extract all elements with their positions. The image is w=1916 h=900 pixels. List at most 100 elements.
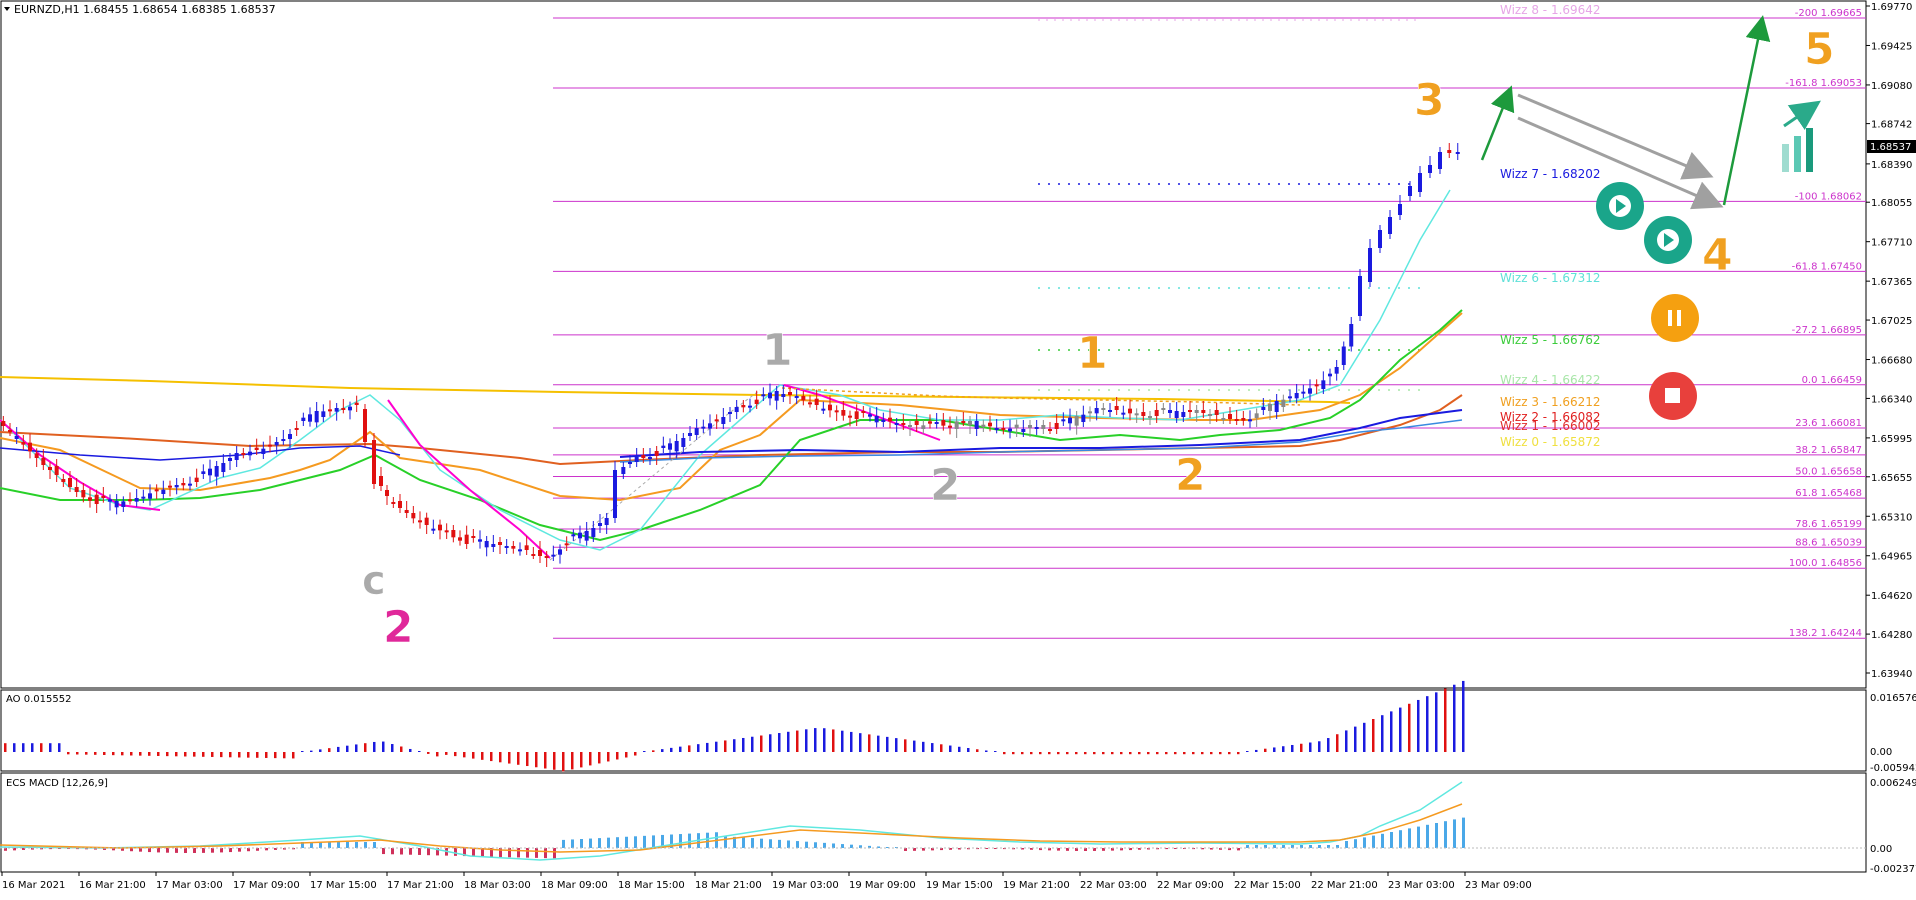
candle-body [1068, 417, 1072, 424]
candle-body [1014, 424, 1019, 428]
ao-bar [76, 752, 79, 755]
candle-body [81, 490, 86, 498]
ao-bar [94, 752, 97, 755]
candle-body [288, 434, 292, 439]
candle-body [1358, 276, 1362, 316]
ao-bar [265, 752, 268, 758]
play-button-2[interactable] [1644, 216, 1692, 264]
ao-bar [157, 752, 160, 756]
wave-labels: c 2 1 2 1 2 3 4 5 [362, 24, 1835, 654]
macd-bar [832, 843, 835, 848]
macd-bar [1210, 848, 1213, 850]
candle-body [1181, 412, 1186, 417]
candle-body [874, 416, 879, 423]
wizz-level-label: Wizz 3 - 1.66212 [1500, 395, 1601, 409]
price-tick-label: 1.68390 [1871, 160, 1912, 171]
ao-bar [1039, 752, 1042, 755]
candle-body [661, 445, 666, 448]
macd-bar [553, 848, 556, 859]
ao-bar [940, 744, 943, 752]
ao-bar [49, 743, 52, 752]
ao-bar [418, 751, 421, 752]
header-dropdown-icon[interactable] [4, 7, 10, 11]
ao-bar [1435, 692, 1438, 752]
ao-bar [553, 752, 556, 770]
candle-body [1221, 418, 1226, 420]
ao-bar [319, 749, 322, 752]
ao-bar [1021, 752, 1024, 755]
candle-body [88, 497, 92, 501]
ao-bar [1138, 752, 1141, 755]
fib-level-label: 61.8 1.65468 [1795, 488, 1862, 499]
macd-bar [1066, 848, 1069, 851]
macd-bar [1399, 830, 1402, 848]
macd-bar [301, 842, 304, 848]
candle-body [174, 485, 179, 488]
fib-level-label: 0.0 1.66459 [1802, 375, 1862, 386]
ao-bar [40, 743, 43, 752]
candle-body [848, 415, 852, 418]
price-tick-label: 1.65655 [1871, 473, 1912, 484]
candle-body [961, 421, 966, 423]
price-tick-label: 1.69425 [1871, 41, 1912, 52]
candle-body [941, 420, 946, 426]
candle-body [1054, 423, 1059, 429]
candle-body [604, 518, 609, 525]
candle-body [398, 501, 402, 508]
candle-body [648, 457, 652, 459]
ao-bar [1300, 743, 1303, 752]
ao-bar [688, 745, 691, 752]
candle-body [1268, 404, 1272, 411]
macd-bar [1156, 848, 1159, 850]
ao-bar [643, 751, 646, 752]
macd-bar [625, 836, 628, 848]
macd-bar [121, 848, 124, 851]
ao-bar [976, 749, 979, 752]
stop-icon [1665, 388, 1680, 403]
ao-bar [1210, 752, 1213, 755]
ao-bar [364, 743, 367, 752]
candle-body [471, 536, 476, 538]
ao-bar [616, 752, 619, 760]
candle-body [1, 421, 6, 426]
candle-body [928, 421, 932, 424]
ao-bar [1183, 752, 1186, 755]
pause-button[interactable] [1651, 294, 1699, 342]
wave-label-1-grey: 1 [762, 325, 793, 376]
ao-bar [58, 743, 61, 752]
candle-body [1241, 418, 1246, 421]
candle-body [1334, 367, 1339, 374]
candle-body [1168, 410, 1172, 413]
candle-body [101, 496, 106, 498]
ema-green-line [0, 309, 1463, 542]
macd-bar [40, 848, 43, 850]
stop-button[interactable] [1649, 372, 1697, 420]
candle-body [841, 410, 846, 416]
price-tick-label: 1.68055 [1871, 198, 1912, 209]
play-button-1[interactable] [1596, 182, 1644, 230]
candle-body [621, 467, 626, 474]
ao-bar [382, 741, 385, 752]
candle-body [628, 462, 632, 464]
macd-bar [373, 842, 376, 848]
candle-body [888, 417, 892, 422]
candle-body [341, 408, 346, 410]
price-tick-label: 1.69080 [1871, 81, 1912, 92]
ao-bar [1120, 752, 1123, 755]
macd-bar [229, 848, 232, 853]
ao-bar [769, 734, 772, 752]
fib-level-label: 50.0 1.65658 [1795, 466, 1862, 477]
ao-bar [238, 752, 241, 758]
wave-label-2-orange: 2 [1175, 450, 1206, 501]
candle-body [1328, 373, 1332, 377]
macd-bar [1291, 845, 1294, 848]
ao-bar [1453, 684, 1456, 752]
macd-bar [1129, 848, 1132, 851]
candle-body [701, 426, 706, 429]
ao-bar [283, 752, 286, 759]
arrow-up-wave3 [1480, 85, 1515, 161]
ao-bar [733, 739, 736, 752]
candle-body [1254, 413, 1259, 418]
candle-body [48, 467, 52, 470]
